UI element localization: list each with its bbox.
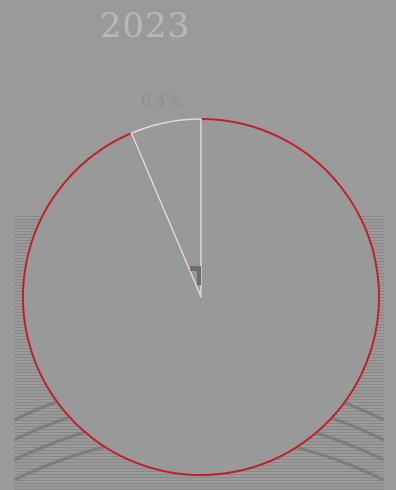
slice-label-1: 6.4% (141, 91, 182, 110)
center-mark (190, 266, 201, 271)
chart-title: 2023 (99, 6, 191, 46)
pie-slice-1 (130, 118, 202, 298)
center-mark-stem (197, 271, 201, 285)
